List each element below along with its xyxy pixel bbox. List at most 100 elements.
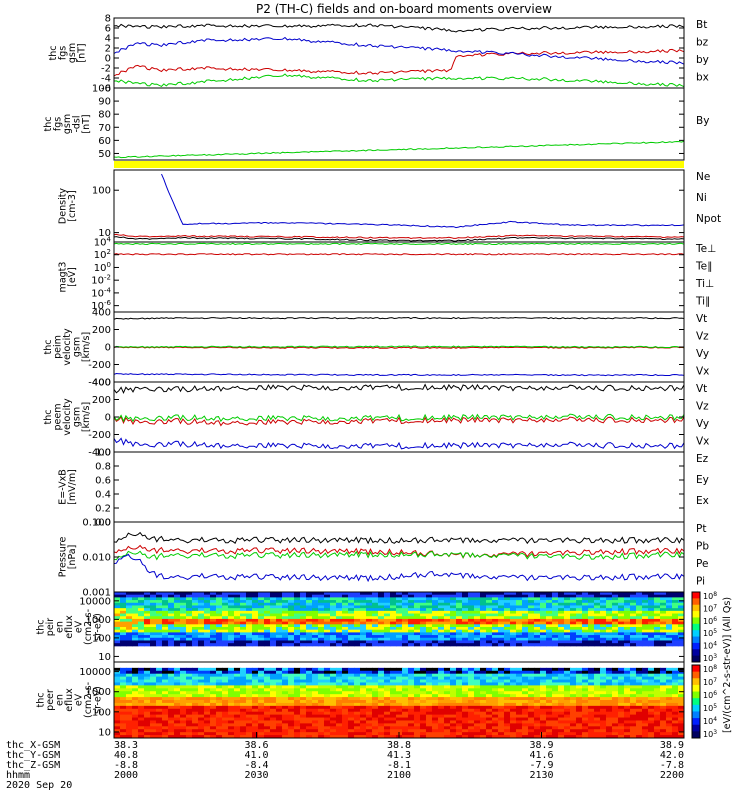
spectrogram-cell (138, 632, 145, 636)
spectrogram-cell (120, 592, 127, 596)
spectrogram-cell (630, 592, 637, 596)
spectrogram-cell (474, 618, 481, 623)
spectrogram-cell (588, 621, 595, 625)
spectrogram-cell (180, 635, 187, 639)
spectrogram-cell (264, 632, 271, 636)
spectrogram-cell (504, 700, 511, 704)
spectrogram-cell (126, 723, 133, 727)
spectrogram-cell (438, 627, 445, 631)
spectrogram-cell (510, 714, 517, 719)
spectrogram-cell (372, 691, 379, 695)
spectrogram-cell (540, 691, 547, 695)
spectrogram-cell (234, 720, 241, 724)
spectrogram-cell (366, 673, 373, 678)
spectrogram-cell (132, 600, 139, 604)
spectrogram-cell (546, 697, 553, 701)
spectrogram-cell (342, 679, 349, 683)
spectrogram-cell (174, 708, 181, 713)
spectrogram-cell (360, 616, 367, 620)
spectrogram-cell (144, 627, 151, 631)
spectrogram-cell (324, 643, 331, 647)
spectrogram-cell (252, 711, 259, 716)
spectrogram-cell (600, 717, 607, 721)
spectrogram-cell (342, 621, 349, 625)
spectrogram-cell (282, 700, 289, 704)
spectrogram-cell (444, 667, 451, 672)
spectrogram-cell (294, 708, 301, 713)
spectrogram-cell (498, 679, 505, 683)
spectrogram-cell (204, 688, 211, 692)
spectrogram-cell (486, 637, 493, 641)
spectrogram-cell (288, 726, 295, 730)
spectrogram-cell (522, 711, 529, 716)
spectrogram-cell (528, 610, 535, 615)
spectrogram-cell (624, 705, 631, 710)
spectrogram-cell (264, 717, 271, 721)
spectrogram-cell (492, 640, 499, 644)
spectrogram-cell (246, 694, 253, 698)
spectrogram-cell (222, 726, 229, 730)
spectrogram-cell (420, 597, 427, 601)
spectrogram-cell (444, 717, 451, 721)
spectrogram-cell (444, 627, 451, 631)
spectrogram-cell (372, 637, 379, 641)
spectrogram-cell (354, 702, 361, 707)
spectrogram-cell (390, 697, 397, 701)
colorbar-swatch (692, 598, 700, 606)
spectrogram-cell (618, 735, 625, 739)
spectrogram-cell (132, 635, 139, 639)
spectrogram-cell (678, 629, 685, 633)
spectrogram-cell (666, 600, 673, 604)
spectrogram-cell (420, 720, 427, 724)
spectrogram-cell (276, 682, 283, 686)
spectrogram-cell (546, 682, 553, 686)
spectrogram-cell (384, 632, 391, 636)
spectrogram-cell (210, 627, 217, 631)
spectrogram-cell (126, 613, 133, 617)
spectrogram-cell (462, 667, 469, 672)
spectrogram-cell (192, 702, 199, 707)
spectrogram-cell (402, 624, 409, 628)
spectrogram-cell (474, 613, 481, 617)
spectrogram-cell (234, 670, 241, 675)
spectrogram-cell (648, 627, 655, 631)
spectrogram-cell (204, 726, 211, 730)
spectrogram-cell (222, 608, 229, 612)
spectrogram-cell (672, 613, 679, 617)
spectrogram-cell (192, 592, 199, 596)
spectrogram-cell (474, 667, 481, 672)
spectrogram-cell (678, 592, 685, 596)
spectrogram-cell (546, 717, 553, 721)
spectrogram-cell (210, 723, 217, 727)
spectrogram-cell (234, 613, 241, 617)
spectrogram-cell (246, 702, 253, 707)
spectrogram-cell (444, 702, 451, 707)
y-axis-label-line: [eV] (67, 267, 78, 287)
spectrogram-cell (594, 702, 601, 707)
spectrogram-cell (234, 735, 241, 739)
spectrogram-cell (276, 624, 283, 628)
spectrogram-cell (234, 592, 241, 596)
spectrogram-cell (636, 640, 643, 644)
spectrogram-cell (432, 673, 439, 678)
spectrogram-cell (318, 613, 325, 617)
y-tick-exponent: 4 (107, 236, 112, 244)
spectrogram-cell (234, 621, 241, 625)
spectrogram-cell (144, 723, 151, 727)
spectrogram-cell (384, 608, 391, 612)
spectrogram-cell (138, 643, 145, 647)
spectrogram-cell (594, 640, 601, 644)
spectrogram-cell (468, 613, 475, 617)
y-tick-label: 0.6 (95, 476, 111, 487)
spectrogram-cell (444, 637, 451, 641)
spectrogram-cell (594, 635, 601, 639)
spectrogram-cell (678, 637, 685, 641)
spectrogram-cell (324, 714, 331, 719)
spectrogram-cell (360, 726, 367, 730)
spectrogram-cell (438, 616, 445, 620)
spectrogram-cell (576, 597, 583, 601)
spectrogram-cell (354, 624, 361, 628)
spectrogram-cell (132, 711, 139, 716)
